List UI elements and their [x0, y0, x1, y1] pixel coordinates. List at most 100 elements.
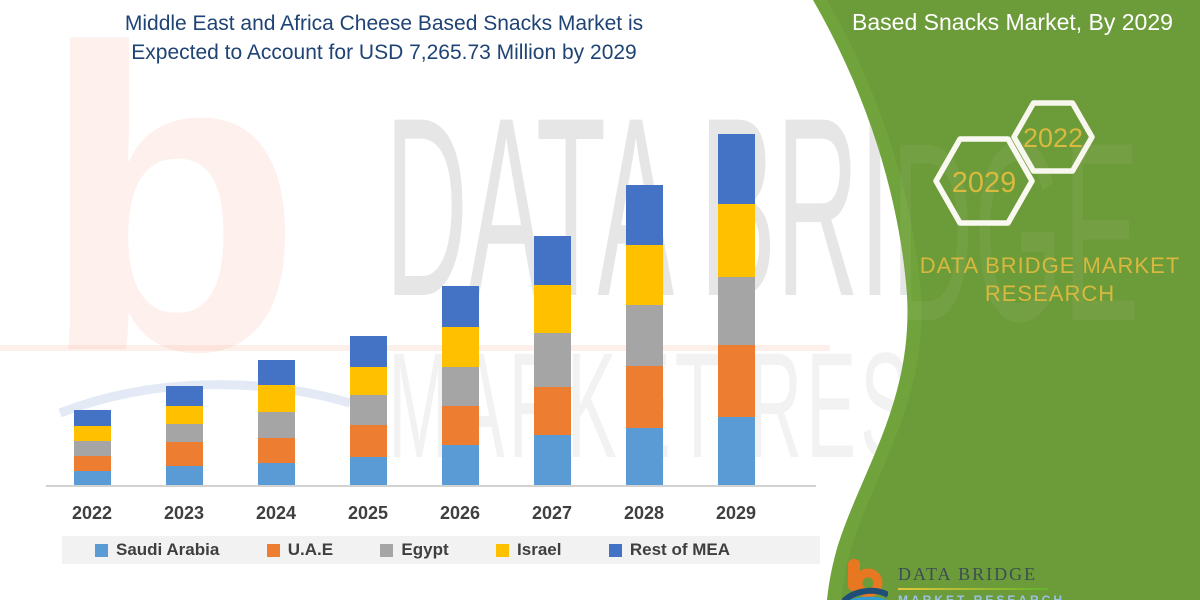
x-axis-label-2023: 2023 [163, 503, 205, 523]
stacked-bar-2027 [533, 236, 571, 486]
bar-segment-rest-of-mea-2024 [257, 360, 295, 385]
bar-segment-egypt-2025 [349, 395, 387, 425]
bar-segment-israel-2028 [625, 245, 663, 305]
chart-legend: Saudi Arabia U.A.E Egypt Israel Rest of MEA [95, 540, 730, 560]
bar-segment-u-a-e-2028 [625, 366, 663, 428]
x-axis-line [46, 485, 816, 487]
bar-segment-saudi-arabia-2028 [625, 428, 663, 486]
legend-label-rest-of-mea: Rest of MEA [629, 540, 730, 559]
bar-segment-egypt-2027 [533, 333, 571, 387]
bar-segment-saudi-arabia-2027 [533, 435, 571, 486]
footer-brand-underline [898, 588, 1048, 590]
bar-segment-saudi-arabia-2025 [349, 457, 387, 486]
bar-segment-rest-of-mea-2025 [349, 336, 387, 367]
watermark-swoosh-icon [58, 380, 352, 418]
bar-segment-rest-of-mea-2028 [625, 185, 663, 245]
bar-segment-egypt-2022 [73, 441, 111, 456]
bar-segment-egypt-2026 [441, 367, 479, 406]
x-axis-label-2026: 2026 [439, 503, 481, 523]
bar-segment-israel-2027 [533, 285, 571, 333]
chart-column-2024: 2024 [230, 130, 322, 523]
bar-segment-israel-2022 [73, 426, 111, 441]
chart-column-2026: 2026 [414, 130, 506, 523]
page-title: Middle East and Africa Cheese Based Snac… [88, 9, 680, 67]
data-bridge-market-research-label: DATA BRIDGE MARKET RESEARCH [900, 252, 1200, 308]
bar-segment-israel-2026 [441, 327, 479, 367]
bar-segment-u-a-e-2027 [533, 387, 571, 435]
bar-segment-u-a-e-2026 [441, 406, 479, 445]
footer-brand-text: DATA BRIDGE [898, 564, 1038, 584]
footer-data-bridge-logo: DATA BRIDGE MARKET RESEARCH [842, 556, 1092, 600]
bar-segment-rest-of-mea-2026 [441, 286, 479, 327]
legend-item-israel: Israel [496, 540, 561, 560]
legend-swatch-egypt [380, 543, 394, 557]
x-axis-label-2029: 2029 [715, 503, 757, 523]
stacked-bar-2028 [625, 185, 663, 486]
stacked-bar-2022 [73, 410, 111, 486]
bar-segment-rest-of-mea-2027 [533, 236, 571, 285]
bar-segment-rest-of-mea-2022 [73, 410, 111, 426]
chart-column-2022: 2022 [46, 130, 138, 523]
legend-item-egypt: Egypt [380, 540, 449, 560]
bar-segment-saudi-arabia-2022 [73, 471, 111, 486]
data-bridge-b-watermark-icon: b [40, 0, 303, 441]
green-panel-shape [813, 0, 1200, 600]
legend-item-saudi-arabia: Saudi Arabia [95, 540, 219, 560]
chart-column-2028: 2028 [598, 130, 690, 523]
brand-line1: DATA BRIDGE MARKET [919, 253, 1181, 278]
legend-swatch-israel [496, 543, 510, 557]
hexagon-2022-icon [1011, 100, 1095, 174]
bar-segment-saudi-arabia-2026 [441, 445, 479, 486]
page-title-line2: Expected to Account for USD 7,265.73 Mil… [131, 41, 637, 64]
stacked-bar-chart: 2022 2023 2024 2025 2026 2027 2028 2029 [46, 130, 782, 523]
legend-label-saudi-arabia: Saudi Arabia [116, 540, 220, 559]
bar-segment-egypt-2028 [625, 305, 663, 366]
bar-segment-u-a-e-2024 [257, 438, 295, 463]
bar-segment-u-a-e-2023 [165, 442, 203, 466]
bar-segment-israel-2024 [257, 385, 295, 412]
x-axis-label-2024: 2024 [255, 503, 297, 523]
chart-column-2025: 2025 [322, 130, 414, 523]
bar-segment-u-a-e-2025 [349, 425, 387, 457]
legend-label-israel: Israel [517, 540, 562, 559]
footer-brand-subtitle: MARKET RESEARCH [898, 593, 1066, 600]
watermark-pink-band [0, 345, 830, 351]
legend-item-rest-of-mea: Rest of MEA [608, 540, 730, 560]
chart-column-2023: 2023 [138, 130, 230, 523]
x-axis-label-2022: 2022 [71, 503, 113, 523]
hexagon-2022-year: 2022 [1023, 123, 1083, 153]
bar-segment-israel-2023 [165, 406, 203, 424]
bar-segment-israel-2025 [349, 367, 387, 395]
stacked-bar-2025 [349, 336, 387, 486]
chart-column-2027: 2027 [506, 130, 598, 523]
hexagon-2029-icon [933, 136, 1035, 226]
bar-segment-u-a-e-2029 [717, 345, 755, 417]
green-panel-shade [827, 0, 1200, 600]
stacked-bar-2029 [717, 133, 755, 486]
x-axis-label-2027: 2027 [531, 503, 573, 523]
bar-segment-egypt-2023 [165, 424, 203, 442]
bar-segment-saudi-arabia-2024 [257, 463, 295, 486]
x-axis-label-2028: 2028 [623, 503, 665, 523]
bar-segment-israel-2029 [717, 204, 755, 277]
bar-segment-rest-of-mea-2029 [717, 133, 755, 204]
legend-label-u-a-e: U.A.E [287, 540, 334, 559]
legend-label-egypt: Egypt [401, 540, 449, 559]
bar-segment-egypt-2029 [717, 277, 755, 345]
legend-swatch-rest-of-mea [608, 543, 622, 557]
x-axis-label-2025: 2025 [347, 503, 389, 523]
page-title-line1: Middle East and Africa Cheese Based Snac… [124, 12, 644, 35]
legend-background-strip [62, 536, 820, 564]
stacked-bar-2024 [257, 360, 295, 486]
bar-segment-egypt-2024 [257, 412, 295, 438]
legend-item-u-a-e: U.A.E [266, 540, 334, 560]
bar-segment-u-a-e-2022 [73, 456, 111, 471]
hexagon-2029-year: 2029 [952, 167, 1017, 199]
green-panel-caption: Based Snacks Market, By 2029 [852, 9, 1173, 35]
data-bridge-b-logo-icon [842, 559, 888, 600]
legend-swatch-saudi-arabia [95, 543, 108, 557]
chart-column-2029: 2029 [690, 130, 782, 523]
bar-segment-saudi-arabia-2023 [165, 466, 203, 486]
